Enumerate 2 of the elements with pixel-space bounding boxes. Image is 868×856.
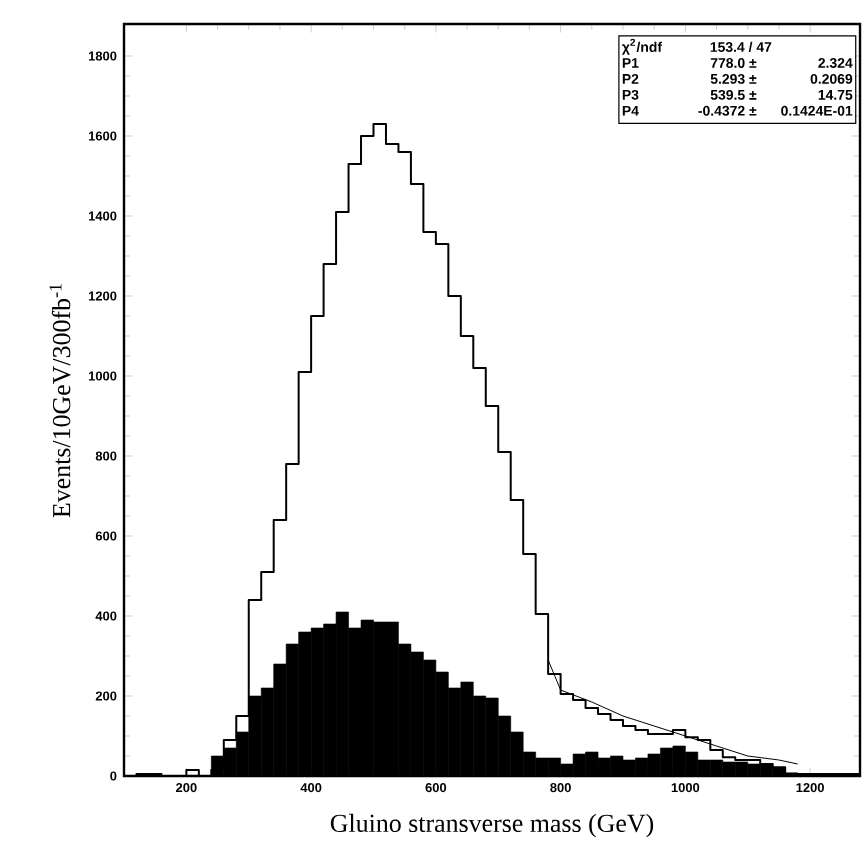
x-axis-title: Gluino stransverse mass (GeV) xyxy=(330,813,654,838)
y-axis-title: Events/10GeV/300fb$^{-1}$ xyxy=(49,283,71,518)
